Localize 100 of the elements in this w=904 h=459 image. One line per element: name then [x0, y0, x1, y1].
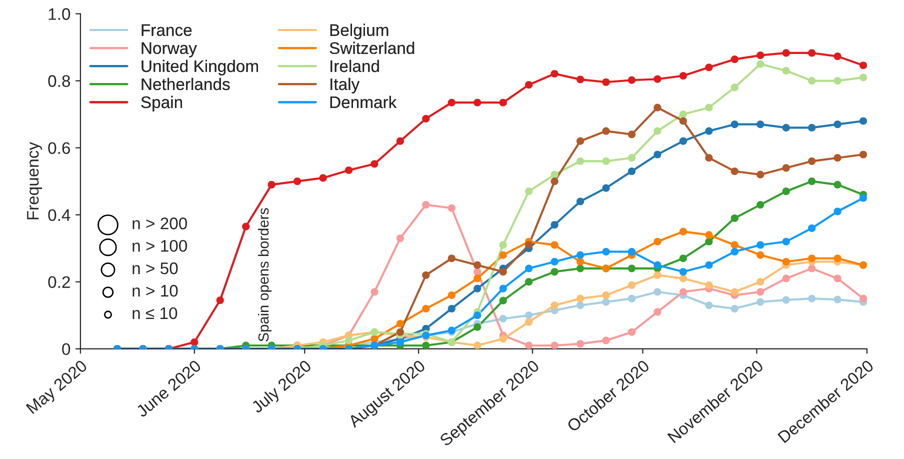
- point: [782, 124, 790, 132]
- point: [859, 117, 867, 125]
- point: [448, 254, 456, 262]
- point: [834, 296, 842, 304]
- point: [525, 188, 533, 196]
- point: [782, 188, 790, 196]
- point: [628, 294, 636, 302]
- point: [550, 178, 558, 186]
- point: [756, 251, 764, 259]
- point: [808, 49, 816, 57]
- point: [525, 81, 533, 89]
- point: [422, 271, 430, 279]
- point: [293, 178, 302, 186]
- point: [602, 127, 610, 135]
- legend-label: Denmark: [330, 96, 397, 108]
- point: [550, 268, 558, 276]
- point: [628, 328, 636, 336]
- y-tick-label: 0.4: [48, 209, 70, 222]
- point: [756, 241, 764, 249]
- point: [550, 241, 558, 249]
- point: [808, 157, 816, 166]
- point: [808, 76, 816, 85]
- point: [808, 264, 816, 272]
- point: [525, 278, 533, 286]
- point: [679, 274, 687, 282]
- point: [499, 314, 507, 322]
- annotation: n ≤ 10: [132, 307, 178, 320]
- point: [628, 76, 636, 84]
- point: [602, 78, 610, 86]
- point: [705, 127, 713, 135]
- point: [859, 194, 867, 202]
- point: [730, 84, 738, 92]
- point: [654, 288, 662, 296]
- point: [602, 157, 610, 166]
- point: [756, 120, 764, 128]
- point: [730, 248, 738, 256]
- point: [370, 288, 378, 296]
- point: [499, 98, 507, 106]
- point: [679, 288, 687, 296]
- point: [550, 258, 558, 266]
- point: [499, 251, 507, 259]
- point: [370, 160, 378, 168]
- point: [602, 336, 610, 344]
- point: [448, 98, 456, 106]
- point: [525, 342, 533, 349]
- point: [474, 268, 482, 276]
- point: [344, 166, 353, 174]
- point: [190, 338, 198, 346]
- point: [550, 170, 558, 178]
- point: [654, 75, 662, 83]
- point: [730, 304, 738, 312]
- legend-label: Spain: [141, 96, 182, 112]
- point: [422, 200, 430, 209]
- point: [499, 284, 507, 292]
- point: [474, 261, 482, 269]
- point: [550, 70, 558, 78]
- point: [550, 221, 558, 229]
- point: [679, 72, 687, 80]
- point: [654, 238, 662, 246]
- point: [576, 198, 584, 206]
- point: [679, 110, 687, 118]
- point: [730, 120, 738, 128]
- point: [859, 294, 867, 302]
- point: [525, 264, 533, 272]
- point: [808, 124, 816, 132]
- point: [628, 281, 636, 289]
- y-tick-label: 0: [62, 343, 70, 356]
- point: [268, 180, 276, 188]
- point: [679, 228, 687, 236]
- y-tick-label: 1.0: [48, 8, 70, 20]
- point: [654, 127, 662, 135]
- legend-label: Belgium: [330, 24, 388, 40]
- point: [576, 137, 584, 145]
- point: [782, 49, 790, 57]
- point: [525, 241, 533, 249]
- point: [628, 248, 636, 256]
- point: [602, 184, 610, 192]
- point: [782, 66, 790, 75]
- point: [319, 174, 327, 182]
- point: [756, 52, 764, 60]
- point: [448, 291, 456, 300]
- point: [730, 56, 738, 64]
- point: [808, 294, 816, 302]
- point: [422, 342, 430, 349]
- point: [628, 264, 636, 272]
- point: [499, 296, 507, 304]
- y-tick-label: 0.8: [48, 75, 70, 87]
- point: [474, 284, 482, 292]
- point: [679, 137, 687, 145]
- point: [422, 114, 430, 122]
- point: [808, 178, 816, 186]
- legend-label: France: [142, 24, 192, 36]
- point: [730, 241, 738, 249]
- point: [705, 261, 713, 269]
- annotation: n > 100: [132, 240, 187, 252]
- point: [834, 180, 842, 188]
- point: [808, 224, 816, 232]
- point: [808, 254, 816, 262]
- point: [730, 167, 738, 176]
- point: [705, 231, 713, 239]
